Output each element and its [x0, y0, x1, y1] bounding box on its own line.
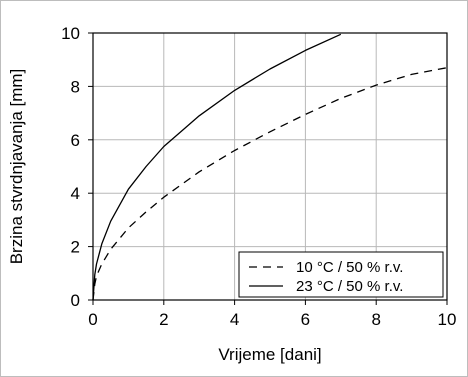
x-tick-label: 8 [371, 310, 380, 329]
x-axis-label: Vrijeme [dani] [218, 345, 321, 364]
tick-labels: 0 2 4 6 8 10 0 2 4 6 8 10 [61, 24, 456, 329]
x-tick-label: 4 [230, 310, 239, 329]
legend: 10 °C / 50 % r.v. 23 °C / 50 % r.v. [238, 251, 444, 298]
series-layer [92, 33, 448, 301]
x-tick-label: 0 [88, 310, 97, 329]
y-tick-label: 2 [71, 238, 80, 257]
y-axis-label: Brzina stvrdnjavanja [mm] [7, 69, 26, 265]
plot-frame [92, 32, 448, 301]
x-tick-label: 6 [301, 310, 310, 329]
y-tick-label: 4 [71, 184, 80, 203]
y-tick-label: 6 [71, 131, 80, 150]
legend-label-23c: 23 °C / 50 % r.v. [296, 278, 403, 295]
y-tick-label: 10 [61, 24, 80, 43]
x-tick-label: 2 [159, 310, 168, 329]
x-tick-label: 10 [438, 310, 457, 329]
y-tick-label: 8 [71, 77, 80, 96]
legend-box [238, 251, 444, 298]
y-tick-label: 0 [71, 291, 80, 310]
series-line-solid [92, 33, 342, 301]
series-line-dashed [92, 67, 448, 301]
legend-label-10c: 10 °C / 50 % r.v. [296, 259, 403, 276]
